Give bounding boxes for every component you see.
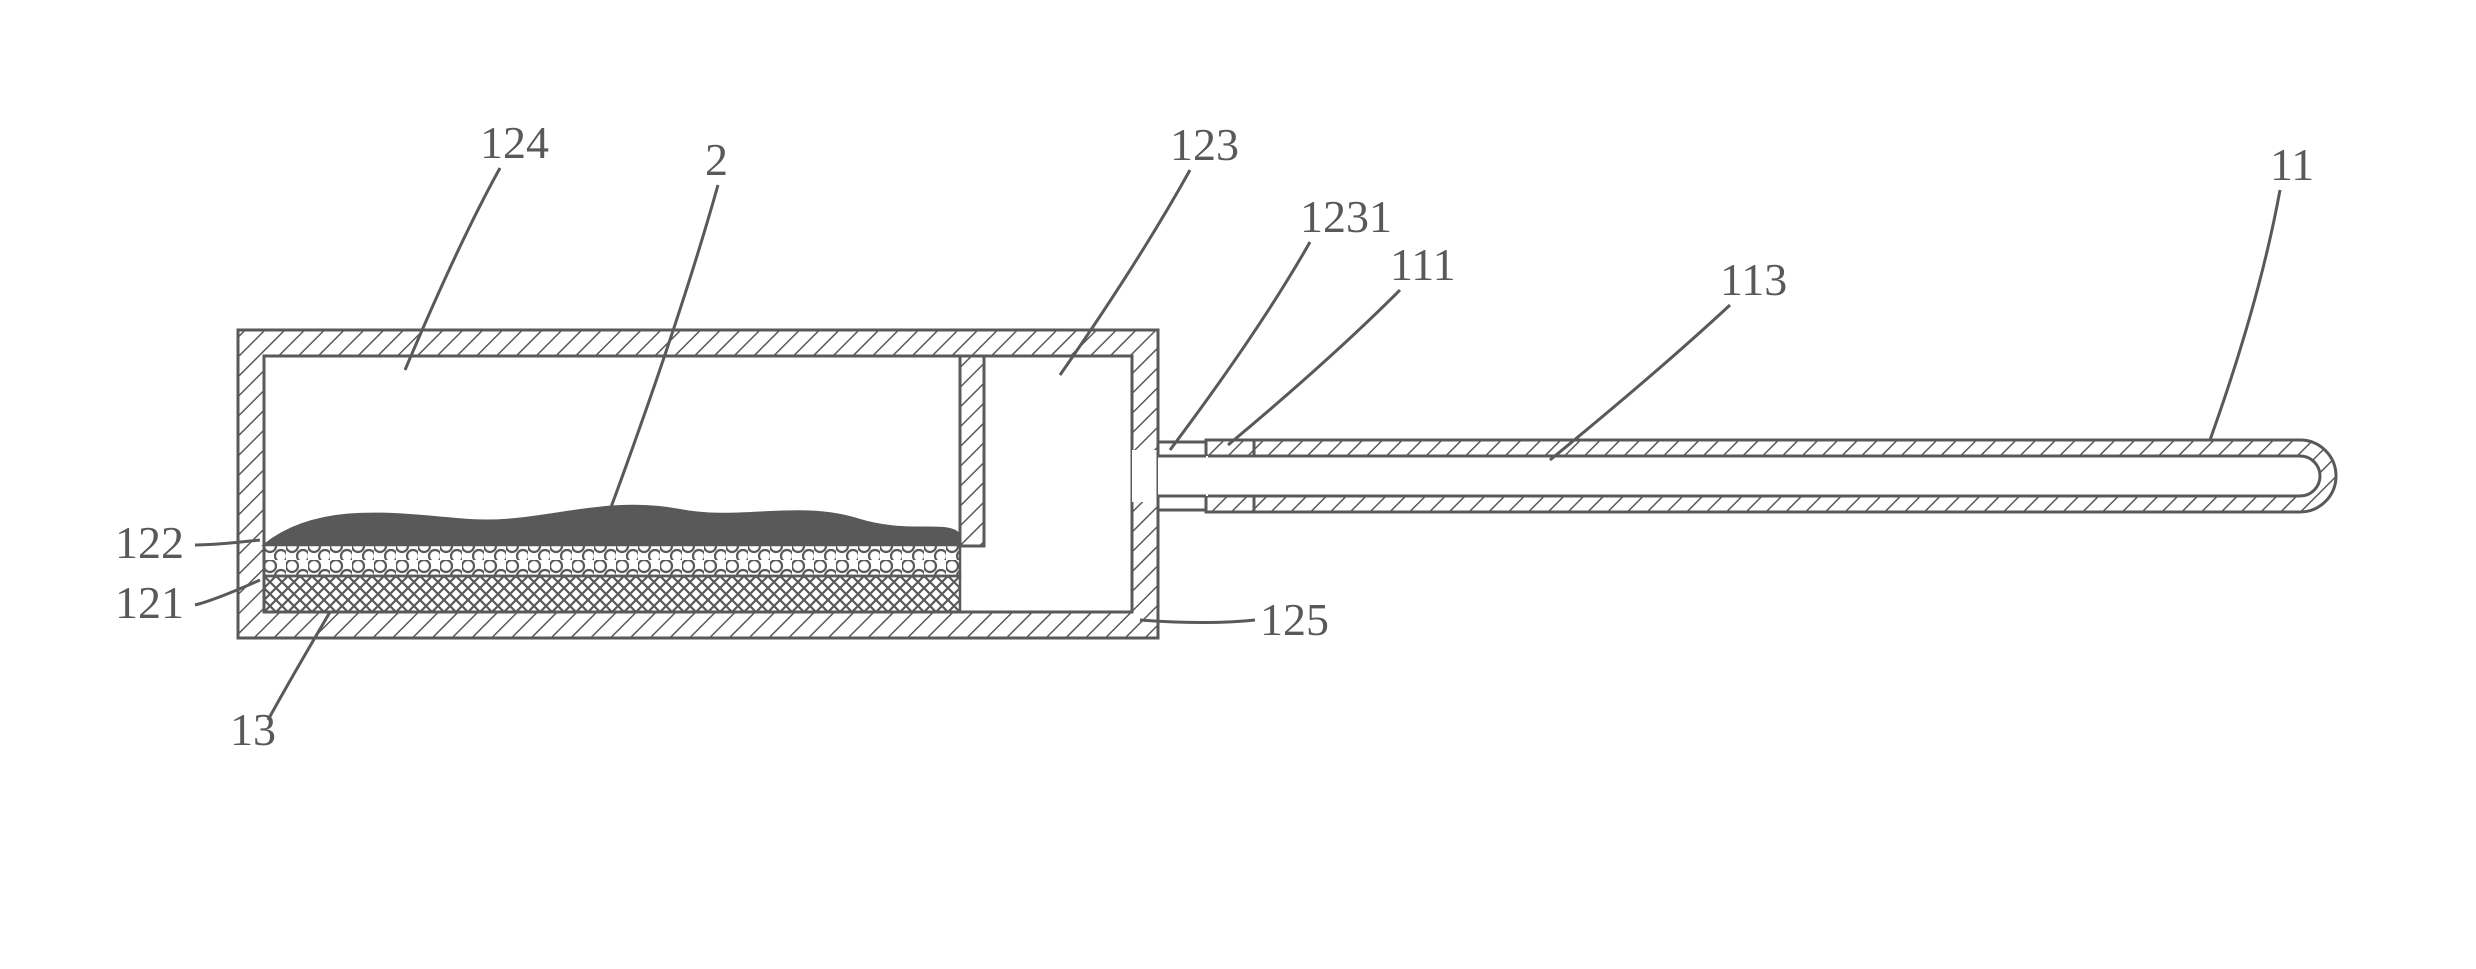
label-11: 11 (2270, 139, 2314, 190)
label-123: 123 (1170, 119, 1239, 170)
wick-structure-13 (264, 545, 960, 612)
condenser-tube-11 (1158, 440, 2336, 512)
patent-figure: 124 2 123 1231 111 113 11 122 121 13 125 (0, 0, 2476, 969)
label-111: 111 (1390, 239, 1456, 290)
label-2: 2 (705, 134, 728, 185)
label-122: 122 (115, 517, 184, 568)
label-125: 125 (1260, 594, 1329, 645)
label-121: 121 (115, 577, 184, 628)
label-13: 13 (230, 704, 276, 755)
label-113: 113 (1720, 254, 1787, 305)
label-1231: 1231 (1300, 191, 1392, 242)
label-124: 124 (480, 117, 549, 168)
